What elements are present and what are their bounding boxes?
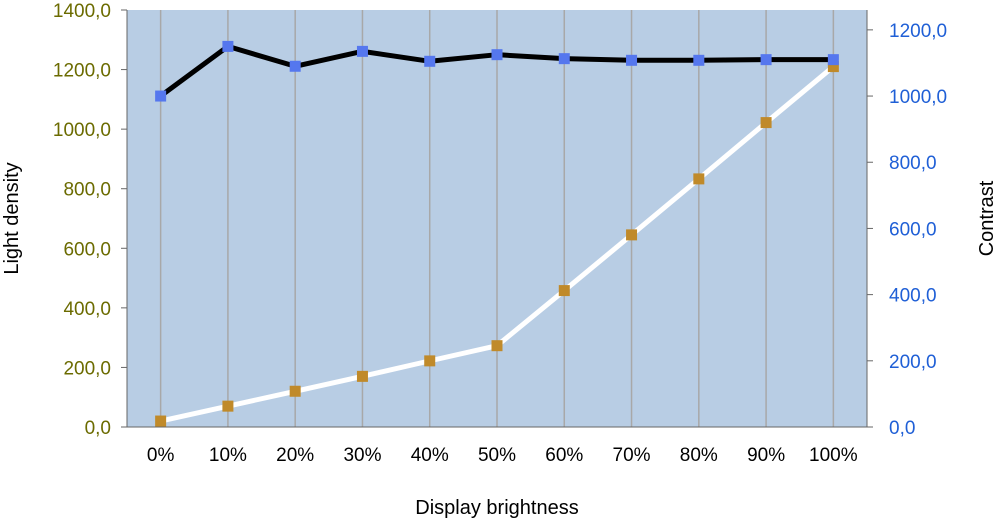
data-point-left	[155, 415, 167, 427]
x-tick-label: 50%	[478, 445, 516, 466]
axes	[121, 9, 873, 428]
data-point-right	[693, 54, 705, 66]
data-point-left	[424, 355, 436, 367]
data-point-left	[491, 340, 503, 352]
x-tick-label: 30%	[343, 445, 381, 466]
x-tick-label: 100%	[809, 445, 858, 466]
data-point-left	[827, 61, 839, 73]
data-point-left	[626, 229, 638, 241]
data-point-right	[424, 55, 436, 67]
data-point-right	[356, 45, 368, 57]
data-point-left	[760, 117, 772, 129]
y-left-tick-label: 400,0	[63, 299, 111, 320]
data-point-right	[155, 90, 167, 102]
tick-labels: 0,0 200,0 400,0 600,0 800,0 1000,0 1200,0 1400,…	[53, 1, 947, 466]
x-tick-label: 90%	[747, 445, 785, 466]
data-point-left	[222, 400, 234, 412]
y-left-tick-label: 1400,0	[53, 1, 111, 22]
x-tick-label: 70%	[613, 445, 651, 466]
grid-lines	[159, 10, 835, 427]
data-point-left	[693, 173, 705, 185]
data-point-right	[491, 49, 503, 61]
y-left-tick-label: 600,0	[63, 239, 111, 260]
y-right-tick-label: 200,0	[889, 352, 937, 373]
data-point-right	[222, 40, 234, 52]
x-tick-label: 40%	[411, 445, 449, 466]
data-point-right	[289, 60, 301, 72]
data-point-right	[827, 54, 839, 66]
series-layer	[155, 40, 839, 427]
data-point-left	[356, 370, 368, 382]
x-axis-title: Display brightness	[415, 497, 578, 519]
x-tick-label: 10%	[209, 445, 247, 466]
y-left-tick-label: 200,0	[63, 358, 111, 379]
y-left-tick-label: 1000,0	[53, 120, 111, 141]
y-right-tick-label: 1000,0	[889, 87, 947, 108]
y-right-tick-label: 400,0	[889, 286, 937, 307]
y-right-tick-label: 1200,0	[889, 21, 947, 42]
data-point-left	[558, 285, 570, 297]
x-tick-label: 60%	[545, 445, 583, 466]
y-right-tick-label: 600,0	[889, 219, 937, 240]
y-left-tick-label: 0,0	[85, 418, 111, 439]
data-point-right	[558, 53, 570, 65]
y-left-tick-label: 1200,0	[53, 61, 111, 82]
y-right-tick-label: 0,0	[889, 418, 915, 439]
x-tick-label: 80%	[680, 445, 718, 466]
y-left-tick-label: 800,0	[63, 180, 111, 201]
x-tick-label: 0%	[147, 445, 175, 466]
data-point-right	[626, 54, 638, 66]
y-axis-right-title: Contrast	[976, 180, 998, 256]
y-axis-left-title: Light density	[1, 162, 23, 274]
data-point-right	[760, 54, 772, 66]
x-tick-label: 20%	[276, 445, 314, 466]
y-right-tick-label: 800,0	[889, 153, 937, 174]
data-point-left	[289, 385, 301, 397]
